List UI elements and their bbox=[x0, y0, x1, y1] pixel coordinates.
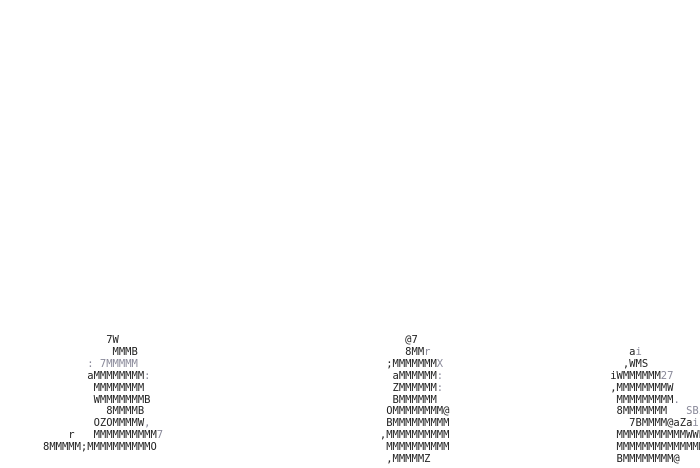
ascii-line: MMMMMMMM bbox=[43, 381, 163, 395]
ascii-line: 8MMMMMMM SBi .. bbox=[547, 405, 700, 418]
ascii-line: 7BMMMM@aZai bbox=[547, 417, 700, 430]
ascii-line-tail: : 7MMMMM bbox=[87, 357, 138, 370]
ascii-line-main: BMMMMMMMM@ bbox=[547, 453, 680, 466]
ascii-line-main: ,MMMMMMMMMM bbox=[323, 429, 450, 442]
ascii-line-main: OMMMMMMMM@ bbox=[323, 405, 450, 418]
ascii-line-main: 8MMMMM;MMMMMMMMMMO bbox=[43, 441, 157, 454]
ascii-line-main: ,MMMMMZ bbox=[323, 453, 431, 466]
ascii-line-main: aMMMMMMMM bbox=[43, 369, 145, 382]
ascii-line: MMMMMMMMMMMMMMMMMMMMMM bbox=[547, 441, 700, 454]
ascii-line-main: ZMMMMMM bbox=[323, 381, 437, 394]
ascii-line-tail: : bbox=[436, 381, 444, 394]
ascii-line-tail: i bbox=[692, 417, 699, 430]
ascii-line-main: MMMMMMMMMM bbox=[323, 441, 450, 454]
ascii-line: aMMMMMMMM: bbox=[43, 369, 163, 383]
ascii-line: : 7MMMMM bbox=[43, 357, 163, 371]
ascii-figure-right: ai ,WMS :X iWMMMMMM27 2O7 ,MMMMMMMMW XOX… bbox=[547, 335, 700, 466]
ascii-line-main: MMMMMMMMMMMWWBi bbox=[547, 429, 700, 442]
ascii-line: OMMMMMMMM@ bbox=[323, 405, 450, 418]
ascii-line: MMMMMMMMM. ,OZ. , bbox=[547, 393, 700, 407]
ascii-line-main: 8MMMMB bbox=[43, 405, 145, 418]
ascii-line-main: 8MMMMMMM bbox=[547, 405, 668, 418]
ascii-line-main: BMMMMMMMMM bbox=[323, 417, 450, 430]
ascii-line-main: aMMMMMM bbox=[323, 369, 437, 382]
ascii-line: 8MMr bbox=[323, 345, 449, 359]
ascii-line-tail: 7 bbox=[156, 429, 164, 442]
ascii-line-tail: 27 2O7 bbox=[660, 369, 674, 382]
ascii-line-main: MMMB bbox=[43, 345, 138, 358]
ascii-line: ;MMMMMMMX bbox=[323, 357, 449, 371]
ascii-line: BMMMMMM bbox=[323, 393, 449, 407]
ascii-line-main: 7BMMMM@aZa bbox=[547, 417, 693, 430]
ascii-figure-left: 7W MMMB : 7MMMMM aMMMMMMMM: MMMMMMMM WMM… bbox=[43, 334, 164, 454]
ascii-line-tail: r bbox=[424, 345, 431, 358]
ascii-line-main: BMMMMMM bbox=[323, 393, 437, 406]
ascii-line-tail: i bbox=[635, 345, 642, 358]
ascii-line-tail: : bbox=[436, 369, 444, 382]
ascii-line: aMMMMMM: bbox=[323, 369, 449, 383]
ascii-line-main: @7 bbox=[323, 334, 418, 346]
ascii-line-main: MMMMMMMMMMMMMMMMMMMMMM bbox=[616, 441, 700, 454]
ascii-line: OZOMMMMW, bbox=[43, 417, 163, 430]
ascii-line-tail: X bbox=[436, 357, 444, 370]
ascii-line: @7 bbox=[323, 334, 449, 347]
ascii-line-main: 7W bbox=[43, 334, 119, 346]
ascii-line-main: ,MMMMMMMMW bbox=[547, 381, 674, 394]
ascii-line: 8MMMMB bbox=[43, 405, 163, 418]
ascii-line-main: 8MM bbox=[323, 345, 425, 358]
ascii-line-main: OZOMMMMW bbox=[43, 417, 145, 430]
ascii-line-tail: XBMWar. bbox=[680, 453, 700, 465]
ascii-line-main: MMMMMMMM bbox=[43, 381, 145, 394]
ascii-line-tail: SBi .. bbox=[686, 405, 700, 418]
ascii-line: BMMMMMMMM@ XBMWar. bbox=[547, 453, 700, 466]
ascii-line: BMMMMMMMMM bbox=[323, 417, 450, 430]
ascii-line-tail: : bbox=[144, 369, 151, 382]
ascii-line: MMMMMMMMMMMWWBi,227 bbox=[547, 429, 700, 442]
ascii-line: ,MMMMMMMMMM bbox=[323, 429, 450, 442]
ascii-line-tail: . ,OZ. , bbox=[673, 393, 700, 406]
ascii-line-main: iWMMMMMM bbox=[547, 369, 661, 382]
ascii-line-tail: XOX., bbox=[673, 382, 700, 394]
ascii-line: ,MMMMMZ bbox=[323, 453, 449, 466]
ascii-line: MMMMMMMMMM bbox=[323, 441, 450, 454]
ascii-line: 8MMMMM;MMMMMMMMMMO bbox=[43, 441, 163, 454]
ascii-line-main: WMMMMMMMB bbox=[43, 393, 151, 406]
ascii-line-main bbox=[43, 358, 87, 370]
ascii-line-main: ,WMS bbox=[547, 357, 649, 370]
ascii-line: r MMMMMMMMMM7 bbox=[43, 429, 164, 442]
ascii-line: iWMMMMMM27 2O7 bbox=[547, 369, 700, 383]
ascii-line-main: a bbox=[547, 345, 636, 358]
ascii-line: MMMB bbox=[43, 345, 163, 359]
ascii-line-main: MMMMMMMMM bbox=[547, 393, 674, 406]
ascii-line: ZMMMMMM: bbox=[323, 381, 449, 395]
ascii-line: ,WMS :X bbox=[547, 357, 700, 371]
ascii-line-main: ;MMMMMMM bbox=[323, 357, 437, 370]
ascii-line: WMMMMMMMB bbox=[43, 393, 163, 407]
ascii-line-tail: :X bbox=[648, 358, 700, 370]
ascii-line-tail: , bbox=[144, 417, 151, 430]
ascii-line: 7W bbox=[43, 334, 163, 347]
ascii-figure-center: @7 8MMr ;MMMMMMMX aMMMMMM: ZMMMMMM: BMMM… bbox=[323, 334, 450, 466]
ascii-line: ,MMMMMMMMW XOX., bbox=[547, 381, 700, 395]
ascii-line: ai bbox=[547, 345, 700, 359]
ascii-line-main: r MMMMMMMMMM bbox=[43, 429, 157, 442]
